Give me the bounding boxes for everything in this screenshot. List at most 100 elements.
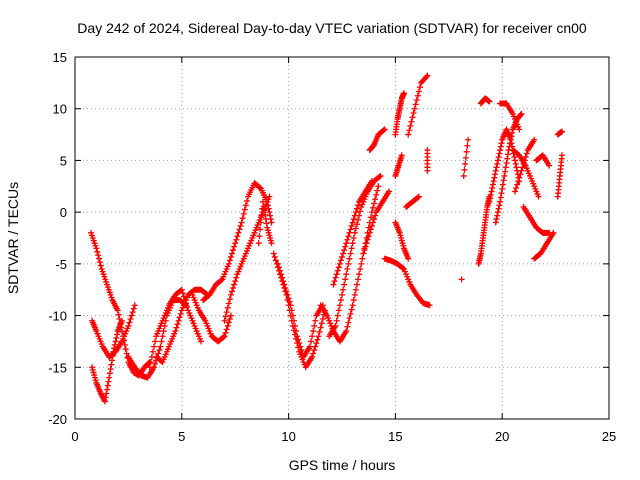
data-point <box>339 253 345 260</box>
data-point <box>415 193 422 200</box>
data-point <box>515 178 522 185</box>
data-point <box>337 257 344 264</box>
data-point <box>294 333 301 340</box>
data-point <box>296 340 303 347</box>
series-track-5 <box>146 286 205 371</box>
data-point <box>228 250 235 257</box>
data-point <box>337 297 344 304</box>
data-point <box>424 72 431 79</box>
data-point <box>259 198 266 205</box>
data-point <box>256 233 263 240</box>
data-point <box>372 212 379 219</box>
data-point <box>258 212 265 219</box>
data-point <box>374 187 381 194</box>
data-point <box>286 298 293 305</box>
data-point <box>93 245 100 252</box>
data-point <box>498 190 505 197</box>
data-point <box>344 323 351 330</box>
data-point <box>497 147 504 154</box>
data-point <box>498 140 505 147</box>
data-point <box>535 193 542 200</box>
data-point <box>224 322 231 329</box>
data-point <box>236 226 243 233</box>
data-point <box>104 382 111 389</box>
data-point <box>486 198 493 205</box>
data-point <box>156 347 163 354</box>
data-point <box>234 233 241 240</box>
data-point <box>346 315 353 322</box>
data-point <box>279 274 286 281</box>
data-point <box>464 142 471 149</box>
data-point <box>309 333 316 340</box>
data-point <box>274 260 281 267</box>
data-point <box>489 185 496 192</box>
data-point <box>312 343 319 350</box>
data-point <box>225 319 232 326</box>
data-point <box>226 257 233 264</box>
data-point <box>491 174 498 181</box>
data-point <box>341 281 348 288</box>
data-point <box>151 343 158 350</box>
data-point <box>343 240 350 247</box>
data-point <box>230 247 237 254</box>
data-point <box>96 259 103 266</box>
data-point <box>559 128 566 135</box>
data-point <box>235 229 242 236</box>
data-point <box>517 171 524 178</box>
data-point <box>336 302 343 309</box>
data-point <box>399 265 406 272</box>
series-track-35 <box>533 152 553 169</box>
data-point <box>158 338 165 345</box>
data-point <box>487 195 494 202</box>
data-point <box>512 160 519 167</box>
data-point <box>330 281 337 288</box>
series-track-10 <box>255 198 275 247</box>
data-point <box>405 255 412 262</box>
y-axis-label: SDTVAR / TECUs <box>5 182 21 294</box>
data-point <box>334 312 341 319</box>
data-point <box>345 319 352 326</box>
data-point <box>152 338 159 345</box>
data-point <box>514 181 521 188</box>
series-track-16 <box>360 188 392 257</box>
data-point <box>462 154 469 161</box>
data-point <box>230 284 237 291</box>
data-point <box>107 366 114 373</box>
data-point <box>155 350 162 357</box>
data-point <box>517 111 524 118</box>
series-track-25 <box>460 136 472 179</box>
data-point <box>400 90 407 97</box>
data-point <box>270 250 277 257</box>
data-point <box>342 276 349 283</box>
data-point <box>198 338 205 345</box>
data-point <box>497 198 504 205</box>
series-track-20 <box>366 126 388 154</box>
data-point <box>340 286 347 293</box>
data-point <box>461 166 468 173</box>
series-track-34 <box>531 229 557 262</box>
data-point <box>335 307 342 314</box>
data-point <box>319 316 326 323</box>
data-point <box>122 346 129 353</box>
data-point <box>507 140 514 147</box>
data-point <box>411 105 418 112</box>
data-point <box>343 271 350 278</box>
data-point <box>331 278 338 285</box>
data-point <box>130 305 137 312</box>
data-point <box>284 291 291 298</box>
y-tick-label: -15 <box>48 360 67 375</box>
data-point <box>175 317 182 324</box>
data-point <box>522 153 529 160</box>
data-point <box>297 343 304 350</box>
data-point <box>369 219 376 226</box>
data-point <box>409 114 416 121</box>
data-point <box>115 311 122 318</box>
data-point <box>350 235 357 241</box>
data-point <box>531 136 538 143</box>
axis-ticks: 0 5 10 15 20 25 -20 -15 -10 -5 0 5 10 15 <box>48 50 616 444</box>
data-point <box>332 322 339 329</box>
data-point <box>262 211 269 218</box>
data-point <box>265 205 272 212</box>
x-tick-label: 10 <box>281 429 295 444</box>
data-point <box>343 328 350 335</box>
